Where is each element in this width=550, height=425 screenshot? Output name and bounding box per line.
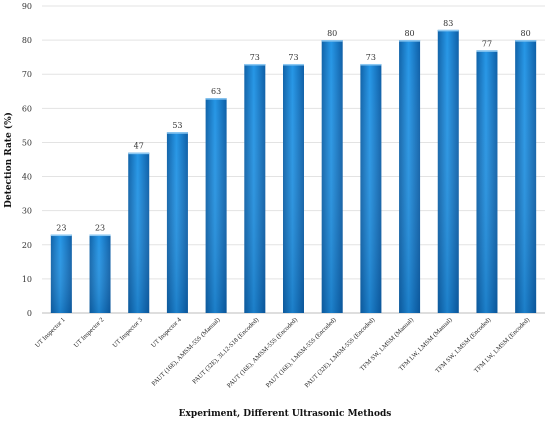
x-category-label: PAUT (16E), AMSM-55S (Manual) (150, 316, 221, 387)
bar-shading (50, 234, 72, 313)
y-tick-label: 0 (27, 309, 32, 318)
bar-top-highlight (437, 29, 459, 32)
bar-top-highlight (360, 63, 382, 66)
x-axis-categories: UT Inspector 1 UT Inspector 2 UT Inspector… (34, 316, 531, 390)
data-label: 63 (211, 87, 221, 96)
y-tick-label: 20 (22, 241, 32, 250)
bar-shading (283, 63, 304, 313)
bar-shading (128, 152, 150, 313)
bar-shading (476, 50, 498, 313)
bar-top-highlight (89, 234, 111, 237)
data-label: 83 (443, 19, 453, 28)
bar-top-highlight (399, 40, 421, 42)
x-category-label: UT Inspector 2 (73, 316, 106, 349)
y-tick-label: 90 (22, 2, 32, 11)
bar-shading (166, 132, 188, 313)
x-axis-title: Experiment, Different Ultrasonic Methods (179, 409, 392, 419)
data-label: 73 (250, 53, 260, 62)
data-label: 53 (172, 121, 182, 130)
data-label: 23 (56, 224, 66, 233)
bar-top-highlight (128, 152, 150, 155)
x-category-label: UT Inspector 4 (150, 316, 183, 349)
data-labels: 23 23 47 53 63 73 73 80 73 80 83 77 80 (56, 19, 530, 233)
bar-shading (89, 234, 111, 313)
x-category-label: PAUT (16E), LMSM-55S (Encoded) (265, 316, 338, 389)
y-tick-label: 60 (22, 104, 32, 113)
x-category-label: UT Inspector 3 (111, 316, 144, 349)
x-category-label: PAUT (32E), LMSM-55S (Encoded) (303, 316, 376, 389)
y-tick-label: 50 (22, 138, 32, 147)
bar-shading (360, 63, 382, 313)
x-category-label: PAUT (16E), AMSM-55S (Encoded) (226, 316, 299, 389)
y-tick-label: 30 (22, 207, 32, 216)
y-axis-title: Detection Rate (%) (3, 112, 14, 208)
x-category-label: UT Inspector 1 (34, 316, 67, 349)
bars (50, 29, 537, 313)
data-label: 73 (366, 53, 376, 62)
data-label: 23 (95, 224, 105, 233)
data-label: 80 (521, 29, 531, 38)
bar-shading (515, 40, 537, 313)
bar-top-highlight (515, 40, 537, 42)
data-label: 73 (288, 53, 298, 62)
bar-shading (205, 98, 227, 313)
bar-top-highlight (205, 98, 227, 100)
bar-shading (399, 40, 421, 313)
y-tick-label: 10 (22, 275, 32, 284)
data-label: 80 (404, 29, 414, 38)
bar-top-highlight (50, 234, 72, 237)
bar-top-highlight (283, 63, 304, 66)
x-category-label: PAUT (32E), 3L12-S18 (Encoded) (191, 316, 260, 385)
bar-top-highlight (476, 50, 498, 52)
data-label: 80 (327, 29, 337, 38)
y-tick-label: 40 (22, 173, 32, 182)
data-label: 77 (482, 39, 492, 48)
bar-top-highlight (166, 132, 188, 134)
bar-shading (321, 40, 343, 313)
y-tick-label: 70 (22, 70, 32, 79)
y-axis-ticks: 0 10 20 30 40 50 60 70 80 90 (22, 2, 32, 318)
bar-shading (437, 29, 459, 313)
bar-shading (244, 63, 266, 313)
bar-top-highlight (321, 40, 343, 42)
data-label: 47 (134, 142, 144, 151)
y-tick-label: 80 (22, 36, 32, 45)
bar-top-highlight (244, 63, 266, 66)
